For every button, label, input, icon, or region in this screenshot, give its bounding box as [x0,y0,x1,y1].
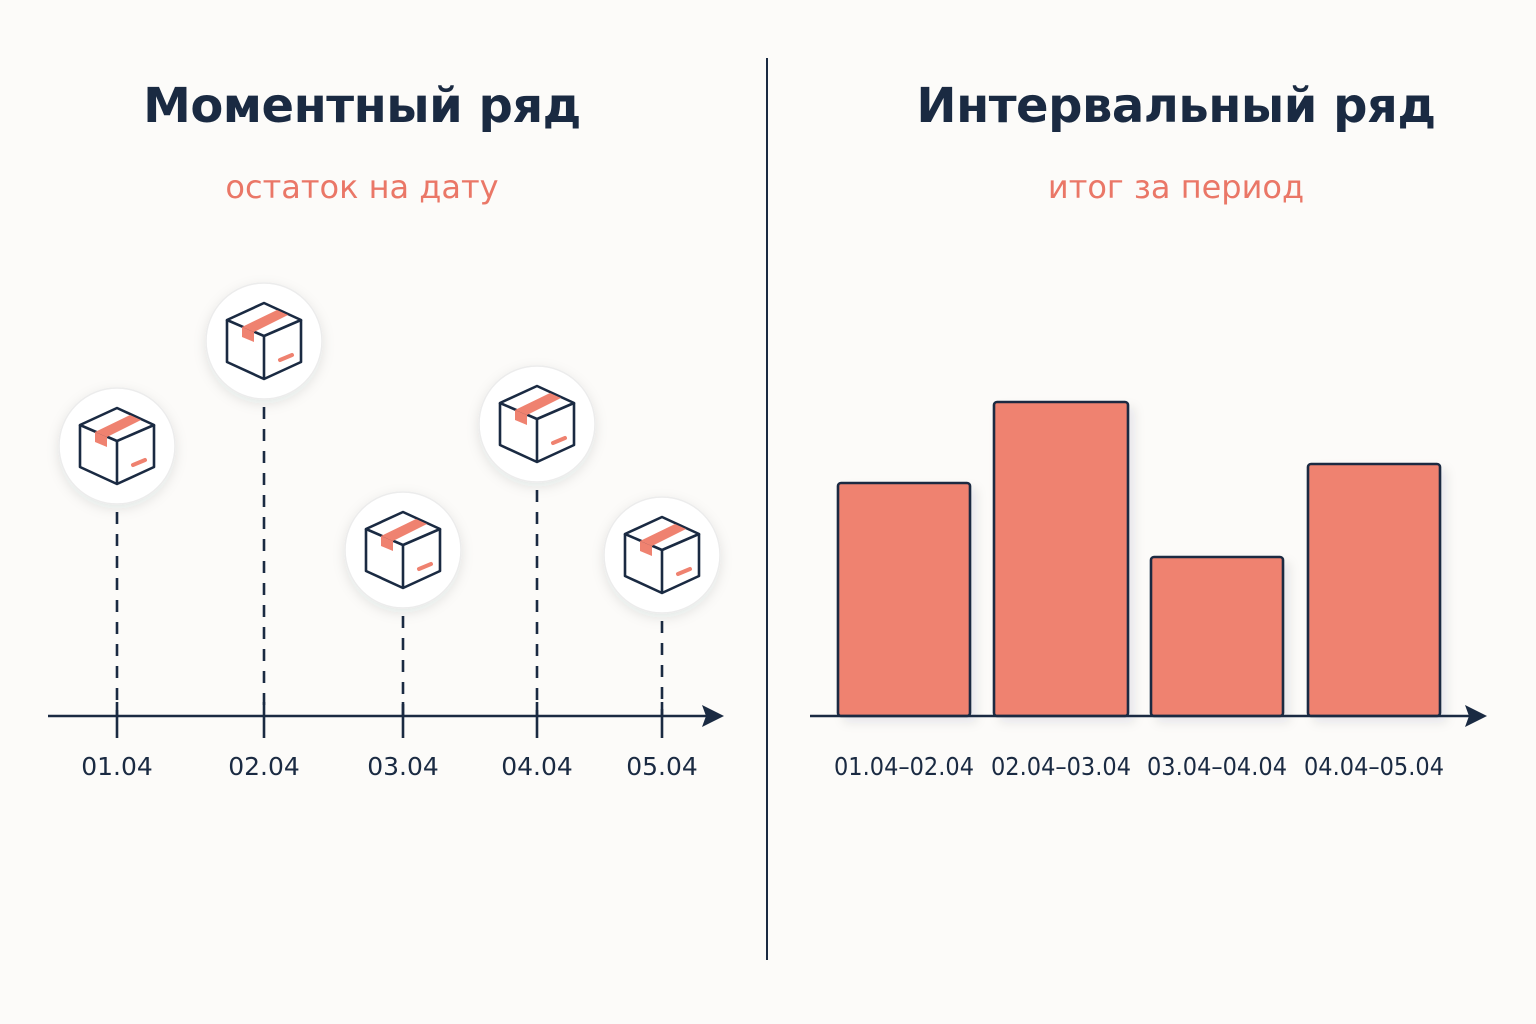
moment-point: 03.04 [344,491,462,781]
interval-bar-group: 02.04–03.04 [991,400,1131,781]
moment-point: 05.04 [603,496,721,781]
moment-point: 04.04 [478,365,596,781]
moment-date-label: 04.04 [501,752,573,781]
interval-period-label: 03.04–04.04 [1147,752,1287,781]
moment-series-subtitle: остаток на дату [225,168,499,206]
interval-period-label: 04.04–05.04 [1304,752,1444,781]
interval-bar [1306,462,1442,718]
panel-divider [766,58,768,960]
interval-series-title: Интервальный ряд [916,78,1436,134]
interval-period-label: 02.04–03.04 [991,752,1131,781]
moment-series-title: Моментный ряд [143,78,581,134]
interval-bar [992,400,1130,718]
moment-date-label: 05.04 [626,752,698,781]
moment-time-axis [48,705,724,727]
interval-bar-group: 03.04–04.04 [1147,555,1287,781]
moment-date-label: 02.04 [228,752,300,781]
moment-date-label: 01.04 [81,752,153,781]
box-icon [225,301,303,381]
interval-time-axis [810,705,1487,727]
moment-point: 02.04 [205,282,323,781]
moment-point: 01.04 [58,387,176,781]
interval-series-subtitle: итог за период [1047,168,1305,206]
interval-bar-group: 04.04–05.04 [1304,462,1444,781]
interval-bar-group: 01.04–02.04 [834,481,974,781]
interval-bar [836,481,972,718]
interval-bar [1149,555,1285,718]
moment-date-label: 03.04 [367,752,439,781]
box-icon [364,510,442,590]
box-icon [78,406,156,486]
box-icon [498,384,576,464]
interval-period-label: 01.04–02.04 [834,752,974,781]
box-icon [623,515,701,595]
